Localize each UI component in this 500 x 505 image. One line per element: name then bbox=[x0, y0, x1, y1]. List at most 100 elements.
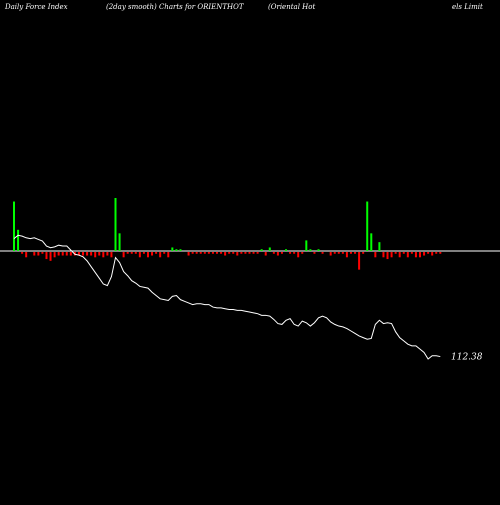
force-index-bar bbox=[86, 252, 89, 256]
force-index-bar bbox=[276, 252, 279, 256]
force-index-bar bbox=[69, 252, 72, 256]
force-index-bar bbox=[366, 201, 369, 251]
force-index-bar bbox=[45, 252, 48, 260]
force-index-bar bbox=[57, 252, 60, 256]
force-index-bar bbox=[134, 252, 137, 254]
force-index-bar bbox=[216, 252, 218, 254]
force-index-bar bbox=[248, 252, 251, 254]
force-index-bar bbox=[114, 198, 117, 251]
force-index-bar bbox=[65, 252, 68, 256]
force-index-bar bbox=[297, 252, 300, 258]
force-index-bar bbox=[349, 252, 352, 254]
force-index-bar bbox=[232, 252, 235, 254]
force-index-bar bbox=[362, 252, 365, 254]
force-index-bar bbox=[358, 252, 361, 270]
force-index-bar bbox=[374, 252, 377, 258]
force-index-bar bbox=[142, 252, 145, 254]
force-index-bar bbox=[244, 252, 247, 254]
force-index-bar bbox=[77, 252, 80, 256]
force-index-bar bbox=[138, 252, 141, 258]
force-index-bar bbox=[21, 252, 24, 254]
last-price-label: 112.38 bbox=[451, 353, 483, 363]
header-company-a: (Oriental Hot bbox=[268, 3, 316, 11]
force-index-bar bbox=[329, 252, 332, 256]
force-index-bar bbox=[13, 201, 15, 251]
force-index-bar bbox=[228, 252, 231, 254]
force-index-bar bbox=[268, 247, 271, 251]
force-index-bar bbox=[207, 252, 210, 254]
force-index-bar bbox=[423, 252, 426, 256]
force-index-bar bbox=[106, 252, 109, 256]
force-index-bar bbox=[224, 252, 227, 256]
force-index-bar bbox=[171, 247, 174, 251]
force-index-bar bbox=[378, 242, 381, 251]
force-index-bar bbox=[195, 252, 198, 254]
force-index-bar bbox=[130, 252, 133, 254]
header-left-label: Daily Force Index bbox=[5, 3, 68, 11]
force-index-bar bbox=[94, 252, 97, 258]
force-index-bar bbox=[321, 252, 324, 254]
force-index-bar bbox=[414, 252, 417, 258]
force-index-bar bbox=[406, 252, 409, 258]
force-index-bar bbox=[252, 252, 255, 254]
force-index-bar bbox=[337, 252, 340, 254]
force-index-bar bbox=[187, 252, 190, 256]
force-index-bar bbox=[167, 252, 170, 258]
force-index-bar bbox=[435, 252, 438, 254]
force-index-bar bbox=[118, 233, 121, 251]
header-company-b: els Limit bbox=[452, 3, 483, 11]
force-index-bar bbox=[236, 252, 239, 256]
force-index-bar bbox=[240, 252, 243, 254]
force-index-bar bbox=[53, 252, 56, 258]
force-index-bar bbox=[394, 252, 397, 254]
force-index-bar bbox=[370, 233, 373, 251]
force-index-bar bbox=[146, 252, 149, 258]
force-index-bar bbox=[110, 252, 113, 258]
force-index-bar bbox=[122, 252, 125, 258]
force-index-bar bbox=[301, 252, 304, 254]
force-index-bar bbox=[179, 249, 182, 251]
force-index-bar bbox=[439, 252, 442, 254]
force-index-bar bbox=[289, 252, 292, 254]
force-index-bars bbox=[13, 198, 442, 270]
force-index-bar bbox=[17, 229, 20, 251]
force-index-bar bbox=[175, 249, 178, 251]
force-index-bar bbox=[203, 252, 206, 254]
force-index-bar bbox=[220, 252, 223, 254]
force-index-bar bbox=[293, 252, 296, 254]
force-index-bar bbox=[410, 252, 413, 254]
force-index-bar bbox=[37, 252, 40, 256]
force-index-bar bbox=[61, 252, 64, 256]
force-index-bar bbox=[49, 252, 52, 261]
force-index-bar bbox=[313, 252, 316, 254]
force-index-bar bbox=[25, 252, 28, 258]
force-index-bar bbox=[256, 252, 259, 254]
force-index-bar bbox=[163, 252, 166, 254]
force-index-bar bbox=[260, 249, 263, 251]
price-line bbox=[13, 234, 441, 360]
force-index-bar bbox=[427, 252, 430, 254]
force-index-bar bbox=[333, 252, 336, 254]
force-index-bar bbox=[90, 252, 93, 256]
force-index-bar bbox=[354, 252, 357, 254]
force-index-bar bbox=[98, 252, 101, 256]
force-index-bar bbox=[317, 249, 320, 251]
force-index-bar bbox=[191, 252, 194, 254]
force-index-bar bbox=[285, 249, 288, 251]
force-index-bar bbox=[155, 252, 158, 254]
force-index-bar bbox=[419, 252, 421, 258]
force-index-bar bbox=[398, 252, 401, 258]
force-index-bar bbox=[272, 252, 275, 254]
force-index-bar bbox=[341, 252, 344, 254]
force-index-bar bbox=[309, 249, 312, 251]
force-index-bar bbox=[402, 252, 405, 254]
force-index-bar bbox=[151, 252, 154, 256]
force-index-bar bbox=[264, 252, 267, 256]
force-index-bar bbox=[33, 252, 36, 256]
force-index-bar bbox=[305, 240, 308, 251]
force-index-bar bbox=[390, 252, 393, 258]
force-index-bar bbox=[280, 252, 283, 254]
force-index-bar bbox=[199, 252, 202, 254]
